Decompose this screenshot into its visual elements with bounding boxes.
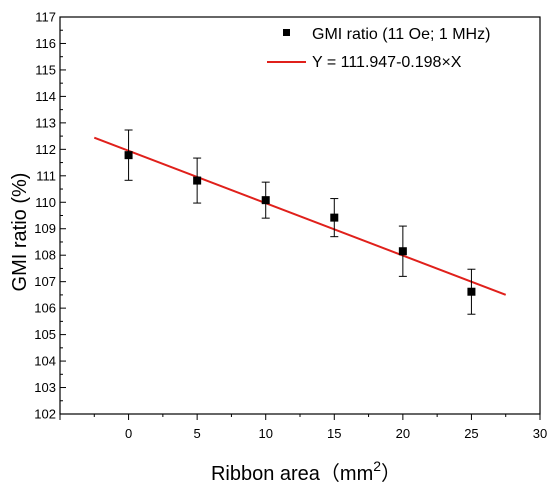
x-tick-label: 20 bbox=[396, 426, 410, 441]
x-axis-title: Ribbon area（mm2） bbox=[211, 458, 401, 485]
y-tick-label: 111 bbox=[36, 168, 56, 183]
y-tick-label: 104 bbox=[34, 354, 56, 369]
x-tick-label: 5 bbox=[194, 426, 201, 441]
data-point bbox=[330, 213, 339, 222]
x-tick-label: 15 bbox=[327, 426, 341, 441]
data-point bbox=[124, 151, 133, 160]
data-point bbox=[193, 176, 202, 185]
y-tick-label: 113 bbox=[35, 115, 56, 130]
legend-label-fit: Y = 111.947-0.198×X bbox=[312, 54, 462, 71]
legend: GMI ratio (11 Oe; 1 MHz) Y = 111.947-0.1… bbox=[267, 26, 490, 71]
data-point bbox=[467, 287, 476, 296]
y-tick-label: 103 bbox=[34, 380, 56, 395]
y-tick-label: 115 bbox=[35, 62, 56, 77]
legend-marker-square bbox=[283, 29, 290, 36]
x-tick-label: 10 bbox=[258, 426, 272, 441]
y-tick-label: 106 bbox=[34, 301, 56, 316]
data-point bbox=[261, 196, 270, 205]
y-tick-label: 109 bbox=[34, 221, 56, 236]
y-tick-label: 112 bbox=[35, 142, 56, 157]
data-point bbox=[398, 247, 407, 256]
fit-line-layer bbox=[93, 136, 507, 296]
y-tick-label: 102 bbox=[34, 407, 56, 422]
y-axis-title: GMI ratio (%) bbox=[9, 173, 31, 292]
x-tick-label: 30 bbox=[533, 426, 547, 441]
x-tick-labels: 0 5 10 15 20 25 30 bbox=[125, 426, 547, 441]
y-tick-label: 110 bbox=[35, 195, 56, 210]
axes bbox=[59, 16, 541, 420]
data-points-layer bbox=[124, 129, 476, 315]
x-tick-label: 25 bbox=[464, 426, 478, 441]
y-tick-labels: 102 103 104 105 106 107 108 109 110 111 112 113 114 1… bbox=[34, 10, 56, 422]
y-tick-label: 107 bbox=[34, 274, 56, 289]
x-tick-label: 0 bbox=[125, 426, 132, 441]
y-tick-label: 117 bbox=[35, 10, 56, 25]
y-tick-label: 116 bbox=[35, 36, 56, 51]
y-tick-label: 114 bbox=[35, 89, 56, 104]
y-tick-label: 108 bbox=[34, 248, 56, 263]
legend-label-points: GMI ratio (11 Oe; 1 MHz) bbox=[312, 26, 490, 43]
fit-line bbox=[93, 136, 507, 296]
y-tick-label: 105 bbox=[34, 327, 56, 342]
